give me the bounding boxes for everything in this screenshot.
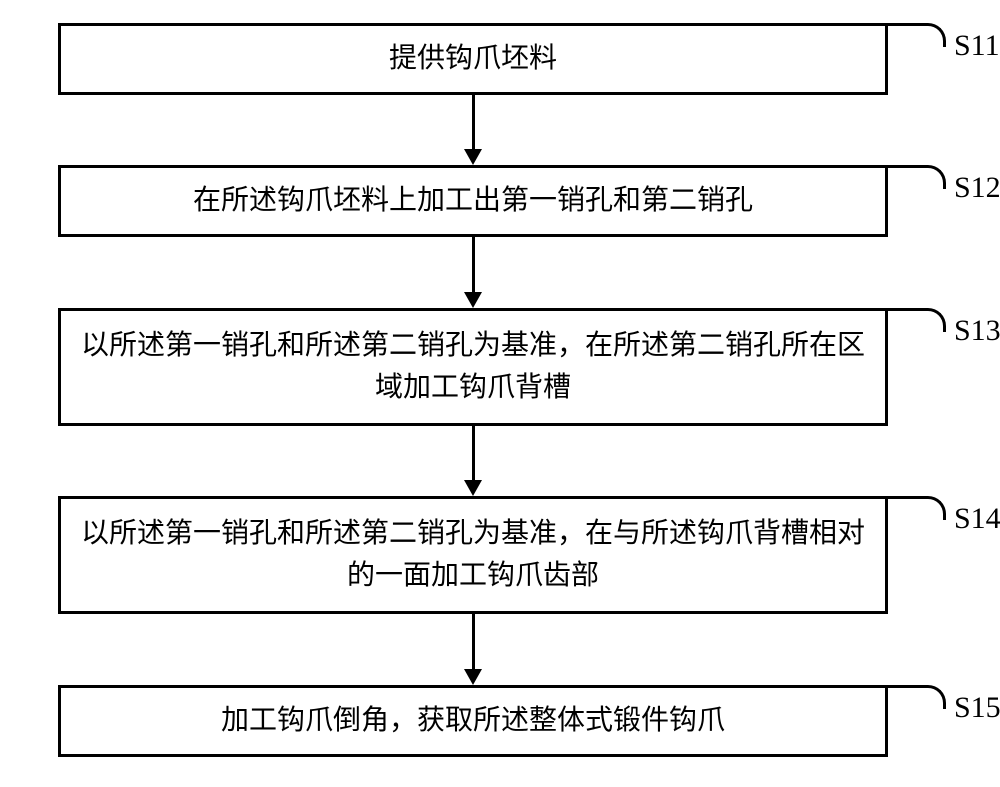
flow-step-b1: 提供钩爪坯料 [58,23,888,95]
arrow-line [472,426,475,482]
flow-step-b3: 以所述第一销孔和所述第二销孔为基准，在所述第二销孔所在区域加工钩爪背槽 [58,308,888,426]
flow-step-text: 加工钩爪倒角，获取所述整体式锻件钩爪 [221,700,725,742]
flow-step-text: 提供钩爪坯料 [389,38,557,80]
arrow-line [472,237,475,294]
callout-line [886,496,946,520]
step-label: S13 [954,314,1000,348]
arrow-head-icon [464,669,482,685]
callout-line [886,165,946,189]
step-label: S14 [954,502,1000,536]
arrow-head-icon [464,292,482,308]
callout-line [886,685,946,709]
arrow-head-icon [464,149,482,165]
flow-step-b2: 在所述钩爪坯料上加工出第一销孔和第二销孔 [58,165,888,237]
arrow-head-icon [464,480,482,496]
flow-step-text: 以所述第一销孔和所述第二销孔为基准，在所述第二销孔所在区域加工钩爪背槽 [73,325,873,409]
step-label: S11 [954,29,1000,63]
callout-line [886,308,946,332]
flowchart-canvas: 提供钩爪坯料 S11 在所述钩爪坯料上加工出第一销孔和第二销孔 S12 以所述第一销孔和… [0,0,1000,787]
callout-line [886,23,946,47]
arrow-line [472,95,475,151]
step-label: S12 [954,171,1000,205]
flow-step-b5: 加工钩爪倒角，获取所述整体式锻件钩爪 [58,685,888,757]
step-label: S15 [954,691,1000,725]
flow-step-text: 以所述第一销孔和所述第二销孔为基准，在与所述钩爪背槽相对的一面加工钩爪齿部 [73,513,873,597]
flow-step-text: 在所述钩爪坯料上加工出第一销孔和第二销孔 [193,180,753,222]
arrow-line [472,614,475,671]
flow-step-b4: 以所述第一销孔和所述第二销孔为基准，在与所述钩爪背槽相对的一面加工钩爪齿部 [58,496,888,614]
